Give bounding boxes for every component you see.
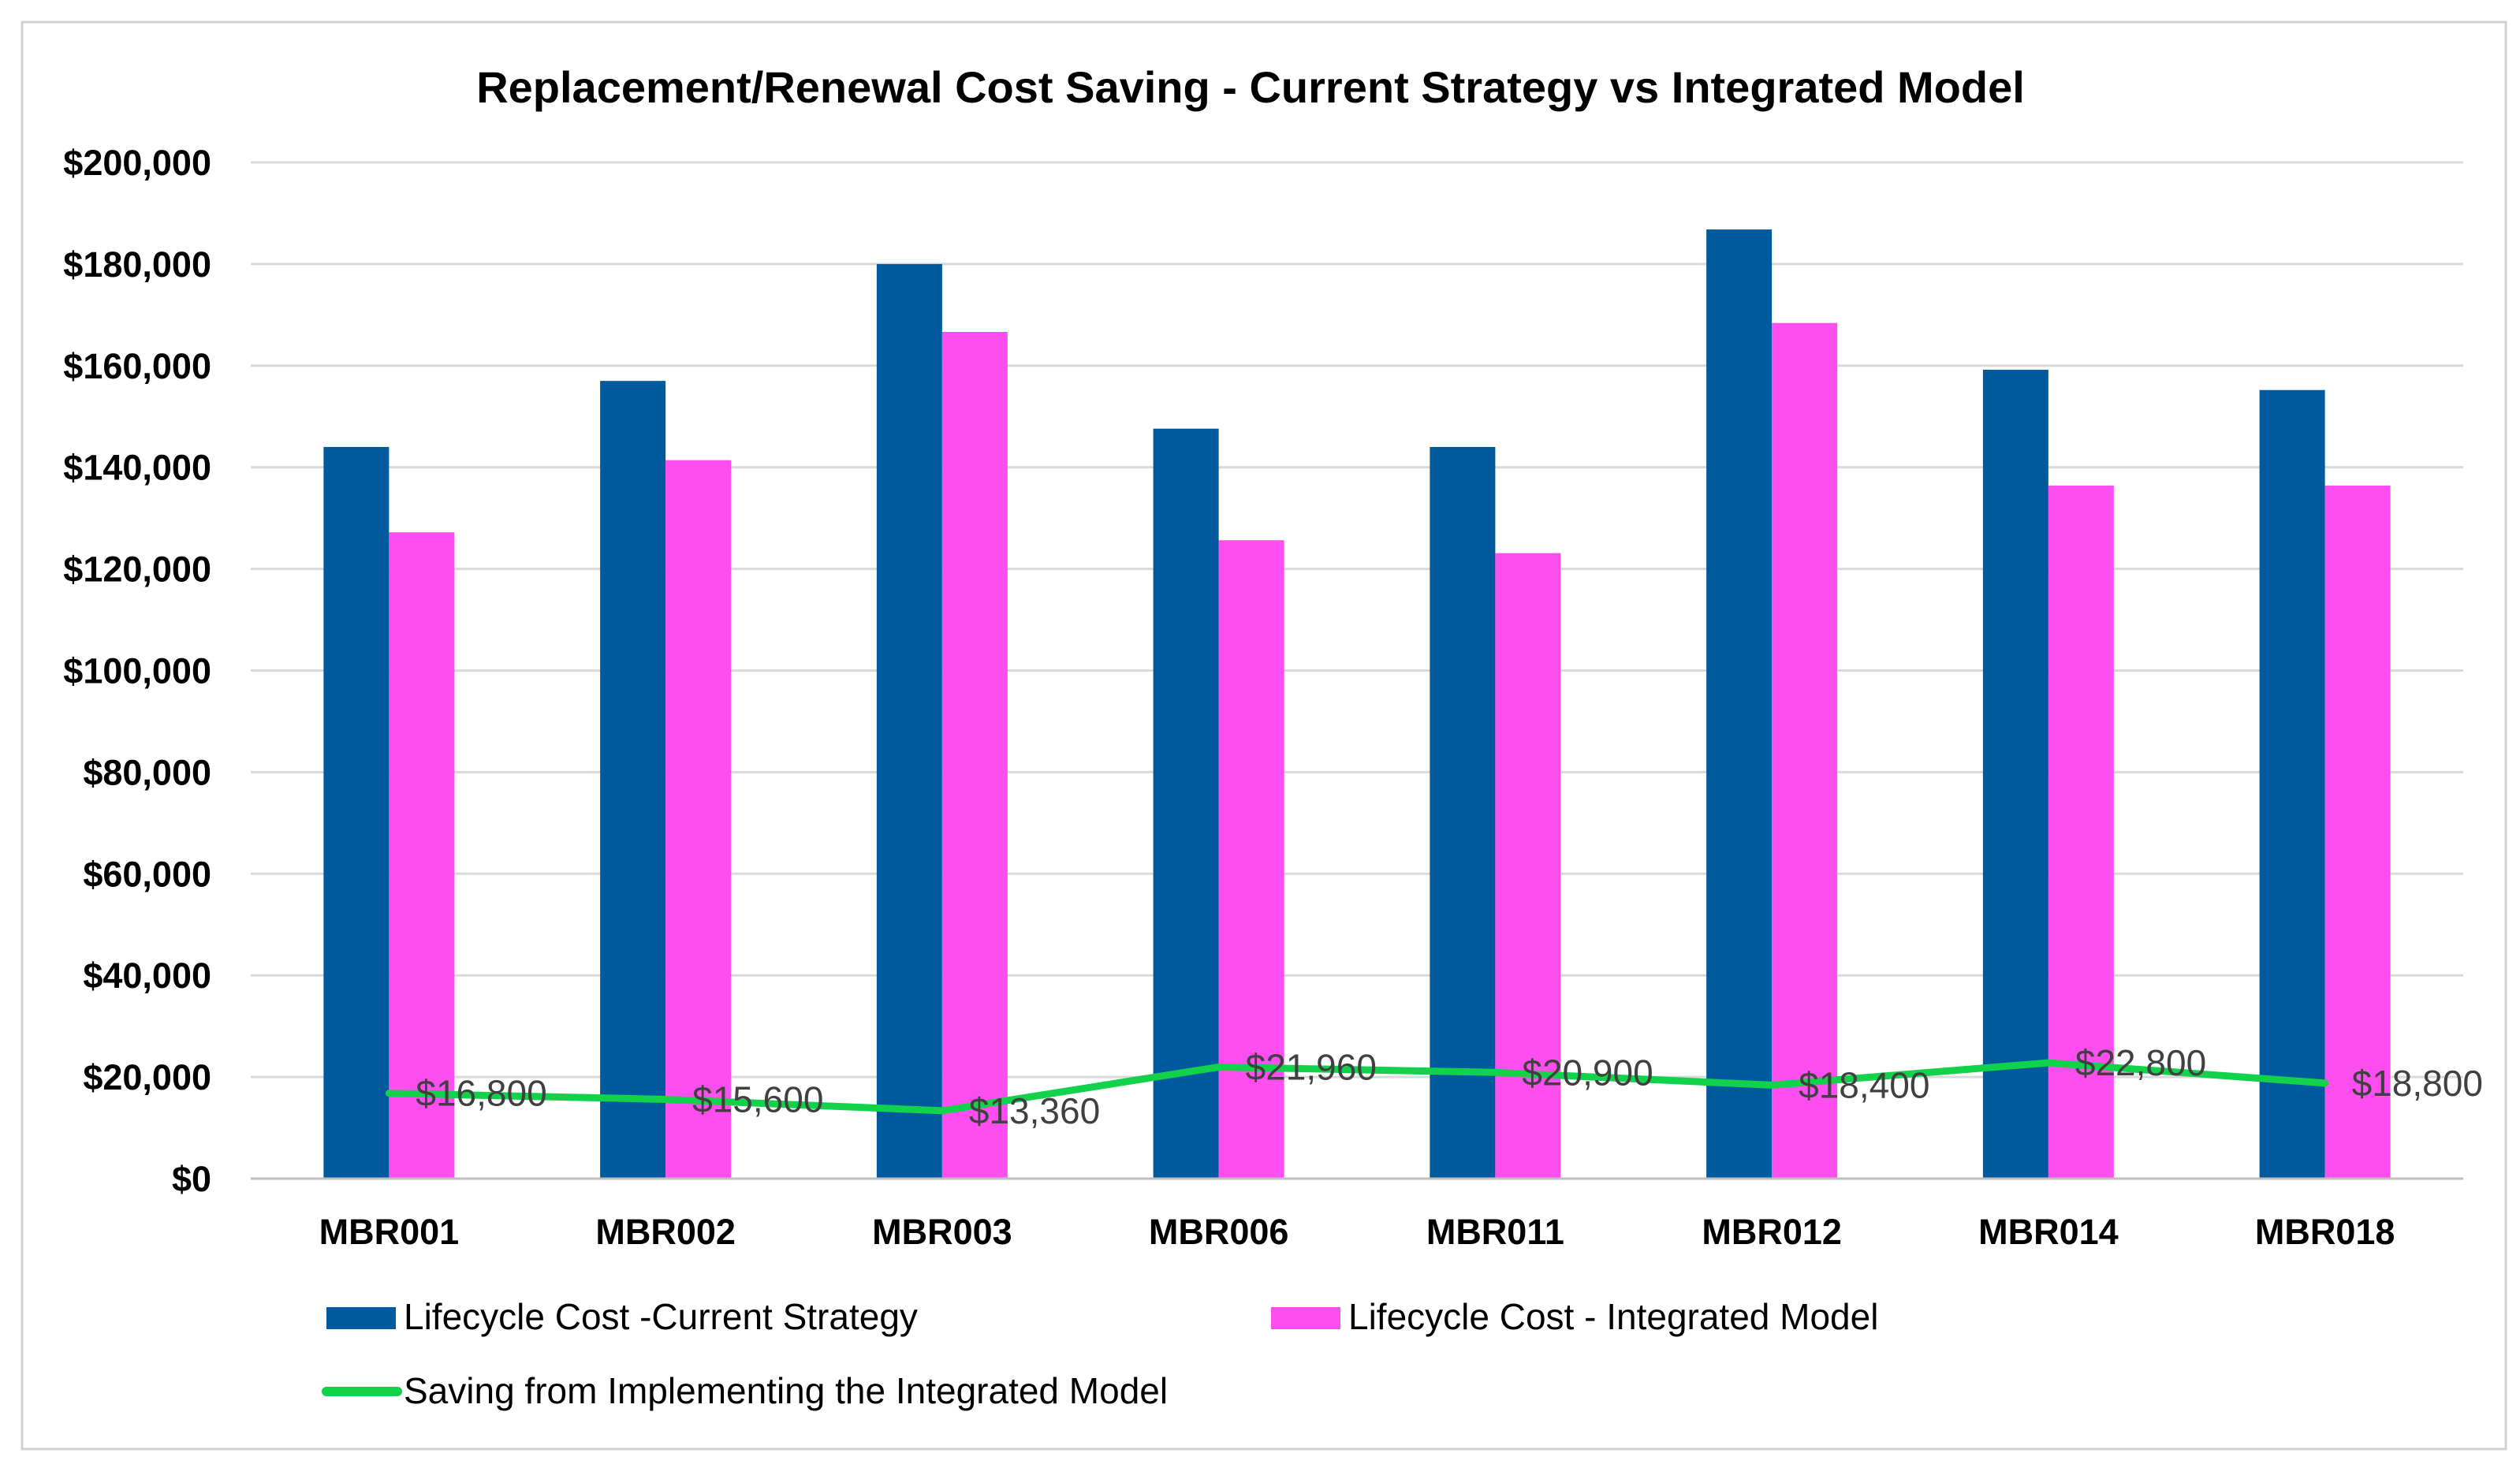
- saving-line-layer: [385, 1059, 2329, 1115]
- saving-data-label: $21,960: [1246, 1046, 1377, 1087]
- x-tick-label: MBR014: [1978, 1212, 2119, 1252]
- legend-label-saving: Saving from Implementing the Integrated …: [404, 1370, 1168, 1411]
- saving-data-label: $18,800: [2352, 1063, 2483, 1104]
- legend-swatch-current: [326, 1307, 396, 1329]
- chart-title: Replacement/Renewal Cost Saving - Curren…: [476, 62, 2025, 112]
- x-tick-label: MBR018: [2255, 1212, 2395, 1252]
- bar-integrated-model: [1218, 540, 1284, 1179]
- saving-series-line: [385, 1059, 2329, 1115]
- bar-current-strategy: [1982, 369, 2048, 1179]
- y-tick-label: $60,000: [83, 854, 211, 894]
- bar-integrated-model: [389, 532, 455, 1179]
- x-tick-label: MBR006: [1149, 1212, 1289, 1252]
- y-tick-label: $180,000: [63, 244, 211, 285]
- saving-data-label: $13,360: [969, 1090, 1100, 1131]
- bar-current-strategy: [1153, 428, 1219, 1179]
- saving-data-label: $15,600: [692, 1079, 823, 1119]
- y-axis-ticks: $0 $20,000 $40,000 $60,000 $80,000 $100,000 $1…: [63, 143, 211, 1199]
- x-axis-ticks: MBR001 MBR002 MBR003 MBR006 MBR011 MBR012 MBR0…: [319, 1212, 2395, 1252]
- y-tick-label: $200,000: [63, 143, 211, 183]
- y-tick-label: $140,000: [63, 448, 211, 488]
- bar-current-strategy: [600, 381, 666, 1179]
- bar-integrated-model: [1772, 322, 1838, 1179]
- bars: [323, 229, 2391, 1179]
- y-tick-label: $80,000: [83, 752, 211, 792]
- y-tick-label: $120,000: [63, 550, 211, 590]
- saving-data-label: $20,900: [1522, 1052, 1653, 1093]
- x-tick-label: MBR002: [595, 1212, 736, 1252]
- bar-integrated-model: [665, 460, 732, 1179]
- bar-current-strategy: [1430, 446, 1496, 1179]
- saving-data-label: $22,800: [2075, 1042, 2206, 1083]
- x-tick-label: MBR001: [319, 1212, 460, 1252]
- legend-swatch-integrated: [1271, 1307, 1340, 1329]
- y-tick-label: $0: [172, 1159, 211, 1199]
- x-tick-label: MBR003: [872, 1212, 1012, 1252]
- bar-current-strategy: [323, 446, 390, 1179]
- legend-label-current: Lifecycle Cost -Current Strategy: [404, 1296, 918, 1337]
- bar-current-strategy: [1706, 229, 1773, 1179]
- x-tick-label: MBR012: [1702, 1212, 1842, 1252]
- y-tick-label: $40,000: [83, 956, 211, 996]
- saving-data-label: $16,800: [416, 1073, 546, 1114]
- y-tick-label: $20,000: [83, 1057, 211, 1097]
- bar-current-strategy: [876, 263, 942, 1179]
- y-tick-label: $100,000: [63, 651, 211, 691]
- x-tick-label: MBR011: [1426, 1212, 1564, 1252]
- bar-integrated-model: [2324, 485, 2391, 1179]
- bar-current-strategy: [2259, 389, 2325, 1179]
- legend-label-integrated: Lifecycle Cost - Integrated Model: [1348, 1296, 1878, 1337]
- bar-integrated-model: [941, 332, 1008, 1179]
- legend: Lifecycle Cost -Current Strategy Lifecyc…: [322, 1296, 1878, 1411]
- y-tick-label: $160,000: [63, 346, 211, 386]
- data-labels: $16,800 $15,600 $13,360 $21,960 $20,900 $18,4…: [416, 1042, 2483, 1131]
- saving-data-label: $18,400: [1799, 1064, 1929, 1105]
